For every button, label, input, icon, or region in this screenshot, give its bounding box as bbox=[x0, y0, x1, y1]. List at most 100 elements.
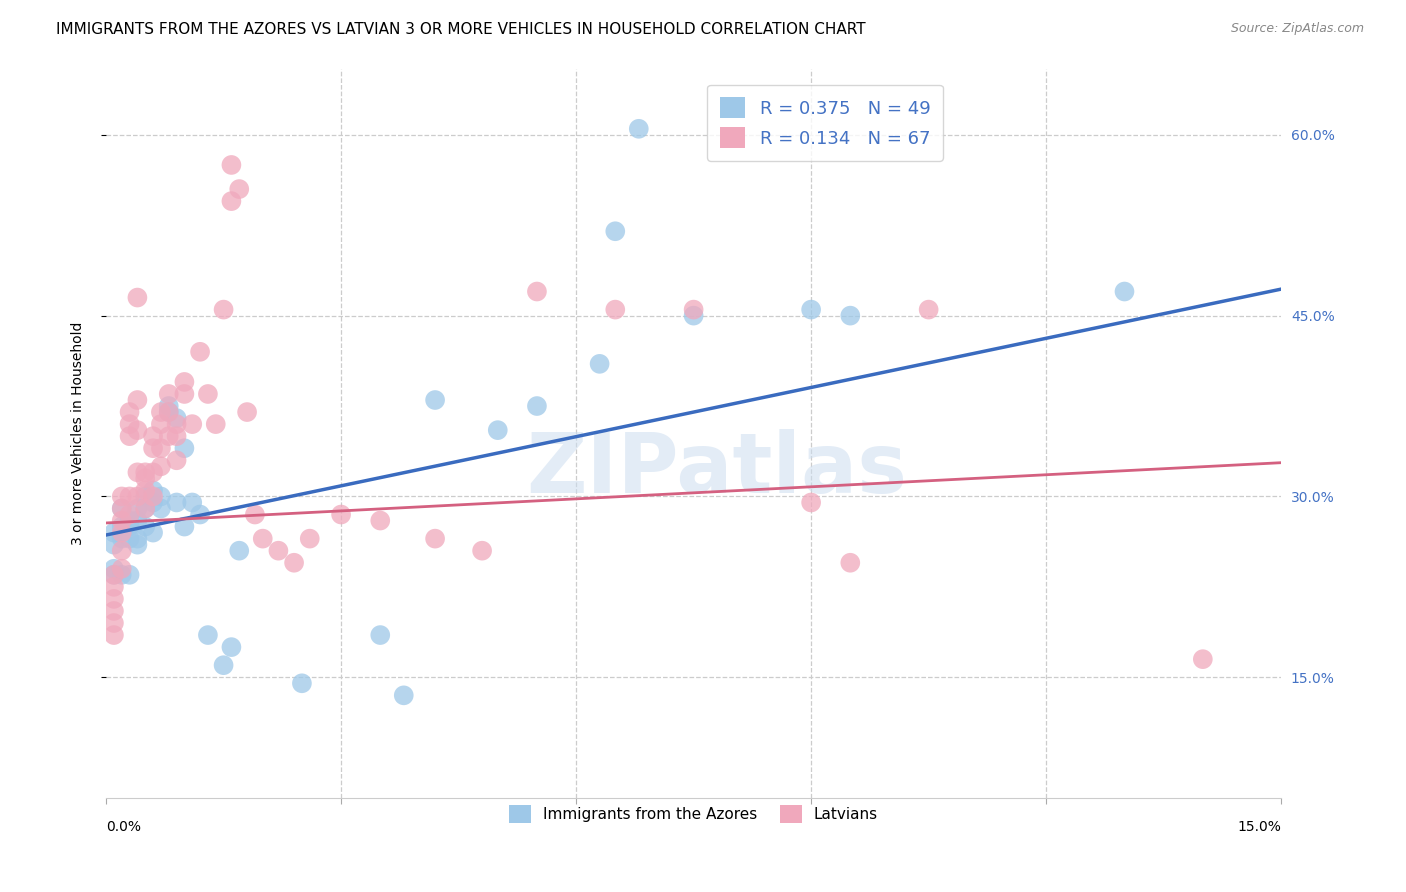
Point bbox=[127, 501, 149, 516]
Point bbox=[526, 399, 548, 413]
Point bbox=[127, 532, 149, 546]
Point bbox=[221, 640, 243, 654]
Point bbox=[127, 490, 149, 504]
Point bbox=[212, 302, 235, 317]
Point bbox=[103, 538, 125, 552]
Point bbox=[1191, 652, 1213, 666]
Text: 15.0%: 15.0% bbox=[1237, 820, 1281, 834]
Point bbox=[228, 543, 250, 558]
Point bbox=[142, 466, 165, 480]
Point bbox=[111, 567, 134, 582]
Point bbox=[103, 567, 125, 582]
Point bbox=[149, 441, 172, 455]
Point bbox=[392, 689, 415, 703]
Point bbox=[243, 508, 266, 522]
Text: IMMIGRANTS FROM THE AZORES VS LATVIAN 3 OR MORE VEHICLES IN HOUSEHOLD CORRELATIO: IMMIGRANTS FROM THE AZORES VS LATVIAN 3 … bbox=[56, 22, 866, 37]
Point bbox=[111, 532, 134, 546]
Point bbox=[800, 495, 823, 509]
Point bbox=[118, 508, 141, 522]
Text: 0.0%: 0.0% bbox=[105, 820, 141, 834]
Point bbox=[173, 387, 195, 401]
Point bbox=[917, 302, 939, 317]
Point bbox=[134, 490, 156, 504]
Point bbox=[127, 514, 149, 528]
Point bbox=[134, 471, 156, 485]
Point bbox=[118, 514, 141, 528]
Point bbox=[111, 490, 134, 504]
Point bbox=[111, 519, 134, 533]
Point bbox=[103, 604, 125, 618]
Point bbox=[103, 525, 125, 540]
Point bbox=[118, 567, 141, 582]
Point bbox=[1114, 285, 1136, 299]
Point bbox=[197, 387, 219, 401]
Point bbox=[173, 375, 195, 389]
Point bbox=[127, 538, 149, 552]
Point bbox=[111, 514, 134, 528]
Point bbox=[157, 405, 180, 419]
Point bbox=[212, 658, 235, 673]
Point bbox=[682, 302, 704, 317]
Point bbox=[605, 224, 627, 238]
Point bbox=[157, 405, 180, 419]
Point bbox=[157, 399, 180, 413]
Point bbox=[368, 514, 391, 528]
Point bbox=[228, 182, 250, 196]
Point bbox=[188, 344, 211, 359]
Point bbox=[142, 495, 165, 509]
Legend: Immigrants from the Azores, Latvians: Immigrants from the Azores, Latvians bbox=[502, 797, 886, 830]
Y-axis label: 3 or more Vehicles in Household: 3 or more Vehicles in Household bbox=[72, 321, 86, 545]
Point bbox=[134, 483, 156, 498]
Point bbox=[149, 417, 172, 431]
Point bbox=[588, 357, 610, 371]
Point bbox=[173, 519, 195, 533]
Point bbox=[157, 429, 180, 443]
Point bbox=[103, 567, 125, 582]
Point bbox=[127, 392, 149, 407]
Point bbox=[103, 615, 125, 630]
Point bbox=[118, 532, 141, 546]
Point bbox=[111, 501, 134, 516]
Point bbox=[103, 580, 125, 594]
Point bbox=[118, 405, 141, 419]
Point bbox=[330, 508, 353, 522]
Point bbox=[118, 490, 141, 504]
Point bbox=[423, 392, 446, 407]
Point bbox=[291, 676, 314, 690]
Text: Source: ZipAtlas.com: Source: ZipAtlas.com bbox=[1230, 22, 1364, 36]
Point bbox=[173, 441, 195, 455]
Point bbox=[839, 556, 862, 570]
Point bbox=[127, 466, 149, 480]
Point bbox=[111, 543, 134, 558]
Point bbox=[298, 532, 321, 546]
Point bbox=[221, 194, 243, 208]
Point bbox=[111, 562, 134, 576]
Point bbox=[142, 441, 165, 455]
Point bbox=[204, 417, 226, 431]
Point bbox=[800, 302, 823, 317]
Point bbox=[157, 387, 180, 401]
Point bbox=[134, 466, 156, 480]
Point bbox=[134, 519, 156, 533]
Point bbox=[149, 490, 172, 504]
Point bbox=[368, 628, 391, 642]
Point bbox=[267, 543, 290, 558]
Point bbox=[127, 423, 149, 437]
Point bbox=[103, 562, 125, 576]
Point bbox=[627, 121, 650, 136]
Point bbox=[142, 483, 165, 498]
Point bbox=[127, 291, 149, 305]
Point bbox=[111, 501, 134, 516]
Point bbox=[181, 417, 204, 431]
Point bbox=[839, 309, 862, 323]
Point bbox=[118, 417, 141, 431]
Point bbox=[111, 525, 134, 540]
Point bbox=[149, 501, 172, 516]
Point bbox=[118, 429, 141, 443]
Point bbox=[103, 628, 125, 642]
Point bbox=[142, 490, 165, 504]
Point bbox=[236, 405, 259, 419]
Text: ZIPatlas: ZIPatlas bbox=[527, 429, 908, 510]
Point bbox=[149, 459, 172, 474]
Point bbox=[134, 501, 156, 516]
